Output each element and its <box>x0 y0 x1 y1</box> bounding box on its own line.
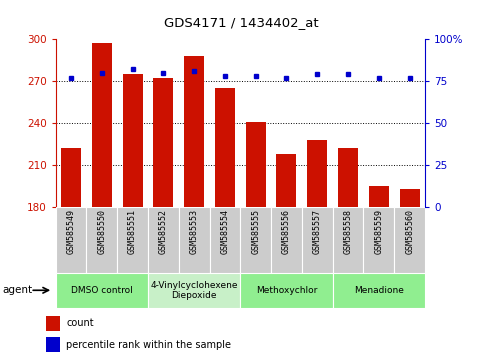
Bar <box>276 154 297 354</box>
Text: GSM585554: GSM585554 <box>220 209 229 254</box>
Bar <box>302 207 333 273</box>
Bar <box>369 186 389 354</box>
Text: GSM585558: GSM585558 <box>343 209 353 254</box>
Bar <box>364 207 394 273</box>
Bar <box>123 74 142 354</box>
Bar <box>92 43 112 354</box>
Bar <box>179 207 210 273</box>
Bar <box>61 148 81 354</box>
Bar <box>56 273 148 308</box>
Bar <box>394 207 425 273</box>
Text: 4-Vinylcyclohexene
Diepoxide: 4-Vinylcyclohexene Diepoxide <box>150 281 238 300</box>
Text: count: count <box>66 318 94 329</box>
Text: GSM585552: GSM585552 <box>159 209 168 254</box>
Bar <box>56 207 86 273</box>
Text: GSM585555: GSM585555 <box>251 209 260 254</box>
Bar <box>241 273 333 308</box>
Text: GSM585557: GSM585557 <box>313 209 322 254</box>
Bar <box>148 273 241 308</box>
Bar <box>271 207 302 273</box>
Bar <box>184 56 204 354</box>
Bar <box>215 88 235 354</box>
Bar <box>153 78 173 354</box>
Bar <box>240 207 271 273</box>
Text: GSM585553: GSM585553 <box>190 209 199 254</box>
Text: GSM585556: GSM585556 <box>282 209 291 254</box>
Bar <box>117 207 148 273</box>
Bar <box>86 207 117 273</box>
Bar <box>333 207 364 273</box>
Bar <box>148 207 179 273</box>
Text: GSM585560: GSM585560 <box>405 209 414 254</box>
Bar <box>210 207 240 273</box>
Text: GSM585549: GSM585549 <box>67 209 75 254</box>
Text: Methoxychlor: Methoxychlor <box>256 286 317 295</box>
Text: agent: agent <box>2 285 32 295</box>
Text: percentile rank within the sample: percentile rank within the sample <box>66 339 231 350</box>
Text: GDS4171 / 1434402_at: GDS4171 / 1434402_at <box>164 16 319 29</box>
Bar <box>338 148 358 354</box>
Text: DMSO control: DMSO control <box>71 286 133 295</box>
Text: Menadione: Menadione <box>354 286 404 295</box>
Text: GSM585551: GSM585551 <box>128 209 137 254</box>
Text: GSM585559: GSM585559 <box>374 209 384 254</box>
Bar <box>246 122 266 354</box>
Bar <box>46 337 60 352</box>
Bar <box>333 273 425 308</box>
Bar <box>399 189 420 354</box>
Bar <box>307 140 327 354</box>
Text: GSM585550: GSM585550 <box>97 209 106 254</box>
Bar <box>46 316 60 331</box>
